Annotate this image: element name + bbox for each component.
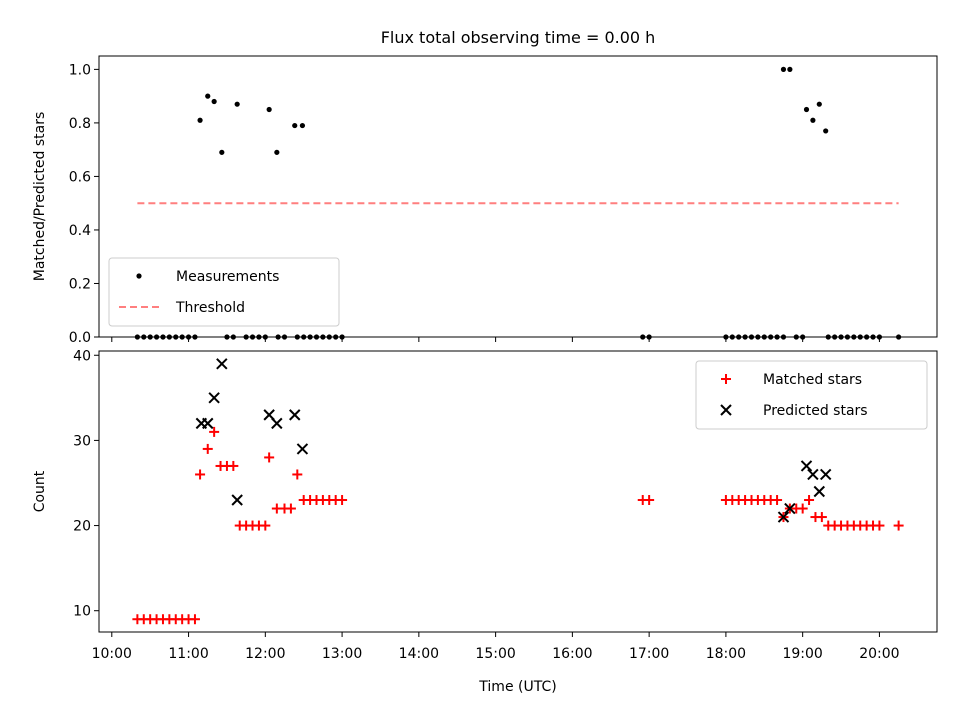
predicted-star-point: [813, 485, 826, 498]
legend: Matched stars Predicted stars: [695, 360, 928, 430]
legend-label: Predicted stars: [763, 403, 868, 419]
predicted-star-point: [807, 468, 819, 481]
x-tick-label: 10:00: [92, 646, 132, 662]
y-tick-label: 30: [73, 433, 91, 449]
matched-star-point: [772, 495, 783, 506]
x-tick-label: 15:00: [475, 646, 515, 662]
matched-star-point: [285, 503, 296, 514]
measurement-point: [787, 66, 793, 72]
plot-frame: [98, 350, 938, 633]
measurement-point: [816, 101, 822, 107]
legend-label: Threshold: [175, 300, 245, 316]
x-tick-label: 12:00: [245, 646, 285, 662]
x-axis-label: Time (UTC): [478, 679, 556, 695]
legend-box: [108, 257, 340, 327]
x-bar: [216, 358, 228, 370]
x-tick-label: 11:00: [168, 646, 208, 662]
plot-frame: [98, 55, 938, 338]
x-tick-label: 16:00: [552, 646, 592, 662]
top-panel: 0.0 0.2 0.4 0.6 0.8 1.0 Matched/Predicted star…: [32, 55, 938, 346]
matched-star-point: [644, 495, 655, 506]
x-tick-label: 13:00: [322, 646, 362, 662]
measurement-point: [780, 66, 787, 72]
measurement-point: [810, 117, 816, 123]
x-bar: [208, 392, 220, 404]
x-bar: [263, 409, 275, 421]
measurement-point: [274, 149, 280, 155]
y-tick-label: 10: [73, 604, 91, 620]
predicted-star-point: [202, 417, 214, 430]
legend-predicted-marker: [720, 404, 732, 416]
measurement-point: [266, 106, 272, 113]
y-tick-label: 20: [73, 519, 91, 535]
predicted-star-point: [819, 468, 832, 481]
matched-star-point: [292, 469, 303, 480]
matched-star-point: [209, 426, 220, 437]
matched-star-point: [804, 495, 815, 506]
x-tick-label: 20:00: [859, 646, 899, 662]
matched-star-point: [264, 452, 275, 463]
x-bar: [296, 443, 309, 455]
y-tick-label: 0.6: [69, 169, 91, 185]
x-bar: [813, 485, 826, 498]
matched-star-point: [874, 520, 885, 531]
predicted-star-point: [784, 502, 796, 515]
x-bar: [800, 460, 813, 472]
predicted-star-point: [216, 358, 228, 370]
y-tick-label: 0.8: [69, 116, 91, 132]
y-tick-label: 1.0: [69, 62, 91, 78]
y-tick-label: 40: [73, 348, 91, 364]
measurement-point: [205, 93, 211, 99]
legend-box: [695, 360, 928, 430]
x-bar: [289, 409, 301, 421]
matched-star-point: [816, 512, 827, 523]
measurement-point: [219, 149, 225, 155]
predicted-star-point: [208, 392, 220, 404]
predicted-star-point: [289, 409, 301, 421]
predicted-star-point: [777, 511, 790, 523]
y-axis-label: Count: [32, 470, 48, 512]
measurement-point: [823, 128, 829, 134]
matched-star-point: [797, 503, 808, 514]
legend-measurement-marker: [136, 273, 142, 279]
measurement-point: [299, 122, 306, 129]
x-bar: [784, 502, 796, 515]
matched-star-point: [195, 469, 206, 480]
x-bar: [271, 417, 283, 430]
predicted-star-point: [231, 494, 243, 506]
x-bar: [777, 511, 790, 523]
x-tick-label: 19:00: [782, 646, 822, 662]
legend: Measurements Threshold: [108, 257, 340, 327]
matched-star-point: [893, 520, 904, 531]
legend-label: Measurements: [176, 269, 279, 285]
measurement-point: [234, 101, 240, 107]
x-bar: [807, 468, 819, 481]
x-bar: [231, 494, 243, 506]
x-tick-label: 17:00: [629, 646, 669, 662]
legend-label: Matched stars: [763, 372, 862, 388]
x-bar: [202, 417, 214, 430]
matched-star-point: [228, 460, 239, 471]
x-tick-label: 14:00: [399, 646, 439, 662]
measurement-point: [211, 98, 217, 105]
bottom-panel: 10 20 30 40 10:00 11:00 12:00 13:00 14:00 15:00 16…: [32, 348, 938, 695]
predicted-star-point: [296, 443, 309, 455]
predicted-star-point: [271, 417, 283, 430]
y-tick-label: 0.4: [69, 223, 91, 239]
chart-title: Flux total observing time = 0.00 h: [381, 28, 656, 47]
y-axis-label: Matched/Predicted stars: [32, 112, 48, 282]
matched-star-point: [202, 443, 213, 454]
matched-star-point: [189, 614, 200, 625]
x-bar: [819, 468, 832, 481]
matched-star-point: [337, 495, 348, 506]
measurement-point: [197, 117, 203, 123]
predicted-star-point: [800, 460, 813, 472]
measurement-point: [803, 106, 810, 113]
x-tick-label: 18:00: [706, 646, 746, 662]
measurement-point: [292, 122, 298, 129]
y-tick-label: 0.0: [69, 330, 91, 346]
y-tick-label: 0.2: [69, 276, 91, 292]
matched-star-point: [260, 520, 271, 531]
